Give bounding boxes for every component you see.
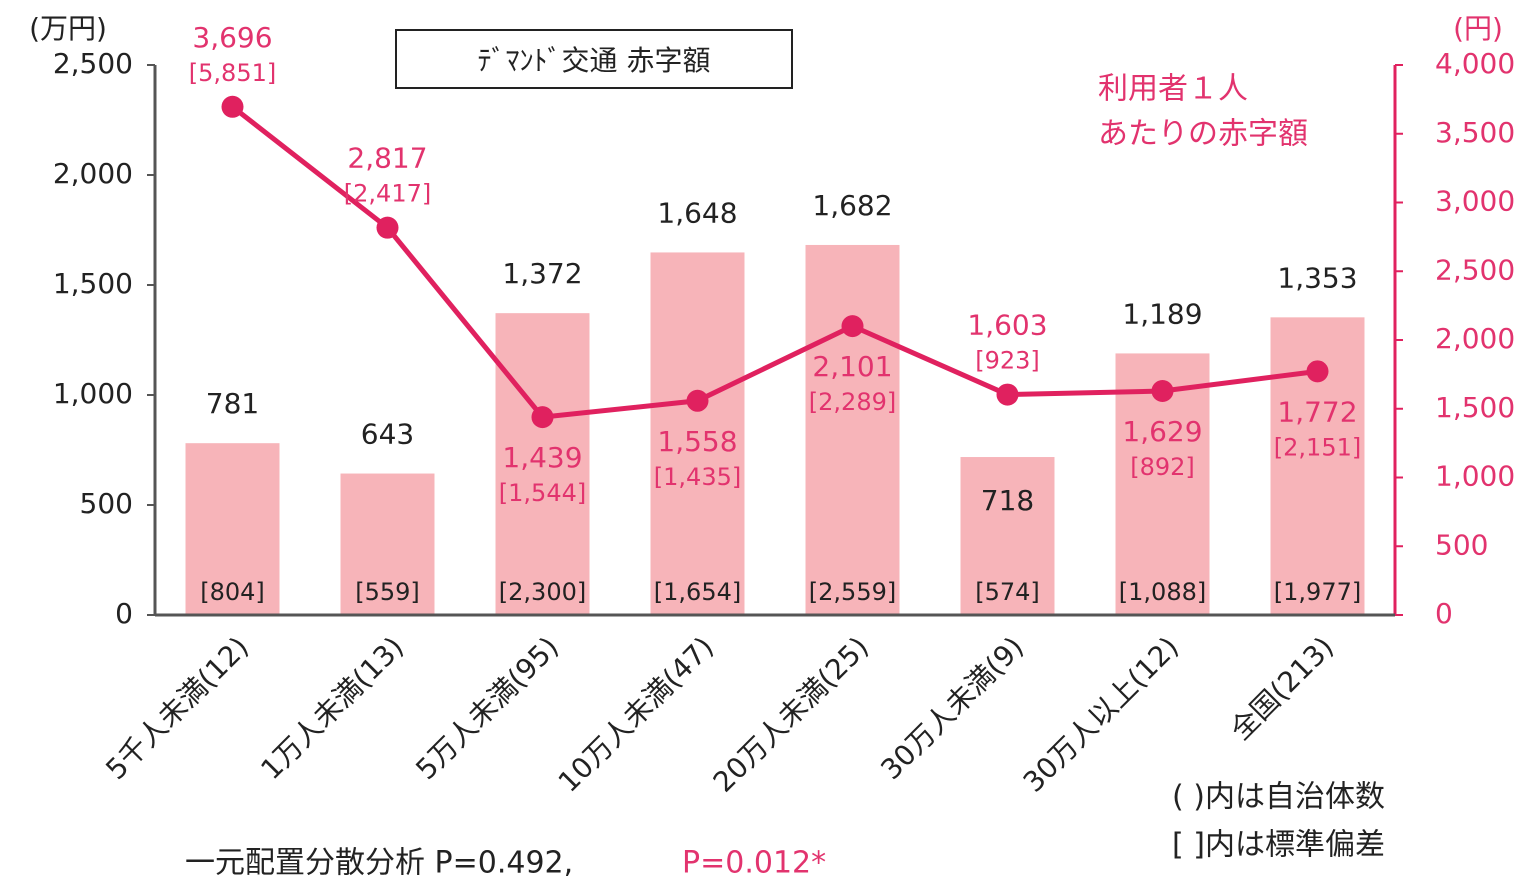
bar xyxy=(495,313,590,615)
bar-value-label: 1,648 xyxy=(657,196,737,229)
x-tick-label: 5万人未満(95) xyxy=(409,630,565,786)
y-tick-label: 1,000 xyxy=(53,377,133,410)
y2-tick-label: 3,000 xyxy=(1435,185,1515,218)
bar-sd-label: [1,654] xyxy=(654,578,741,606)
bar-value-label: 1,372 xyxy=(502,257,582,290)
y-tick-label: 1,500 xyxy=(53,267,133,300)
y-tick-label: 0 xyxy=(115,597,133,630)
bar-sd-label: [1,977] xyxy=(1274,578,1361,606)
line-sd-label: [1,544] xyxy=(499,479,586,507)
x-tick-label: 全国(213) xyxy=(1224,630,1340,746)
line-sd-label: [1,435] xyxy=(654,463,741,491)
x-tick-label: 30万人未満(9) xyxy=(874,630,1030,786)
bar-value-label: 643 xyxy=(361,418,414,451)
line-sd-label: [2,417] xyxy=(344,180,431,208)
chart-title: ﾃﾞﾏﾝﾄﾞ交通 赤字額 xyxy=(478,44,711,77)
footer: P=0.012* xyxy=(682,846,826,881)
y2-tick-label: 4,000 xyxy=(1435,47,1515,80)
bar-value-label: 718 xyxy=(981,484,1034,517)
x-tick-label: 10万人未満(47) xyxy=(552,630,720,798)
footer: 一元配置分散分析 P=0.492, xyxy=(185,846,573,881)
title-box xyxy=(395,29,793,89)
y-unit: (万円) xyxy=(29,12,107,45)
line-value-label: 2,101 xyxy=(812,350,892,383)
bar-value-label: 1,682 xyxy=(812,189,892,222)
bar xyxy=(650,252,745,615)
line-point xyxy=(376,216,399,239)
bar-sd-label: [2,300] xyxy=(499,578,586,606)
line-point xyxy=(1306,360,1329,383)
bar-sd-label: [574] xyxy=(975,578,1040,606)
bar-value-label: 1,189 xyxy=(1122,297,1202,330)
bar xyxy=(960,457,1055,615)
y-tick-label: 2,500 xyxy=(53,47,133,80)
line-value-label: 1,439 xyxy=(502,441,582,474)
line-value-label: 1,772 xyxy=(1277,395,1357,428)
line-sd-label: [2,289] xyxy=(809,388,896,416)
line-value-label: 1,629 xyxy=(1122,415,1202,448)
bar-sd-label: [559] xyxy=(355,578,420,606)
line-label: あたりの赤字額 xyxy=(1098,117,1308,152)
bar-value-label: 1,353 xyxy=(1277,261,1357,294)
y-tick-label: 2,000 xyxy=(53,157,133,190)
x-tick-label: 30万人以上(12) xyxy=(1017,630,1185,798)
y2-tick-label: 3,500 xyxy=(1435,116,1515,149)
line-point xyxy=(221,95,244,118)
note: ( )内は自治体数 xyxy=(1172,780,1385,815)
line-label: 利用者１人 xyxy=(1098,72,1248,107)
y2-tick-label: 1,500 xyxy=(1435,391,1515,424)
y2-tick-label: 500 xyxy=(1435,528,1488,561)
line-point xyxy=(686,389,709,412)
line-point xyxy=(841,315,864,338)
y2-tick-label: 2,500 xyxy=(1435,253,1515,286)
note: [ ]内は標準偏差 xyxy=(1172,828,1385,863)
bar-sd-label: [1,088] xyxy=(1119,578,1206,606)
bar-value-label: 781 xyxy=(206,387,259,420)
line xyxy=(230,104,1318,420)
line-point xyxy=(1151,380,1174,403)
bar-sd-label: [804] xyxy=(200,578,265,606)
y2-tick-label: 0 xyxy=(1435,597,1453,630)
line-value-label: 2,817 xyxy=(347,142,427,175)
line-sd-label: [2,151] xyxy=(1274,433,1361,461)
bar xyxy=(340,473,435,615)
x-tick-label: 5千人未満(12) xyxy=(99,630,255,786)
y-tick-label: 500 xyxy=(80,487,133,520)
y2-tick-label: 1,000 xyxy=(1435,460,1515,493)
bar xyxy=(805,244,900,615)
bar xyxy=(185,443,280,615)
line-point xyxy=(996,383,1019,406)
line-value-label: 1,603 xyxy=(967,309,1047,342)
bar-sd-label: [2,559] xyxy=(809,578,896,606)
line-value-label: 1,558 xyxy=(657,425,737,458)
line-value-label: 3,696 xyxy=(192,21,272,54)
line-sd-label: [923] xyxy=(975,347,1040,375)
y2-unit: (円) xyxy=(1453,12,1503,45)
y2-tick-label: 2,000 xyxy=(1435,322,1515,355)
x-tick-label: 1万人未満(13) xyxy=(254,630,410,786)
line-sd-label: [5,851] xyxy=(189,59,276,87)
line-sd-label: [892] xyxy=(1130,453,1195,481)
x-tick-label: 20万人未満(25) xyxy=(707,630,875,798)
line-point xyxy=(531,406,554,429)
